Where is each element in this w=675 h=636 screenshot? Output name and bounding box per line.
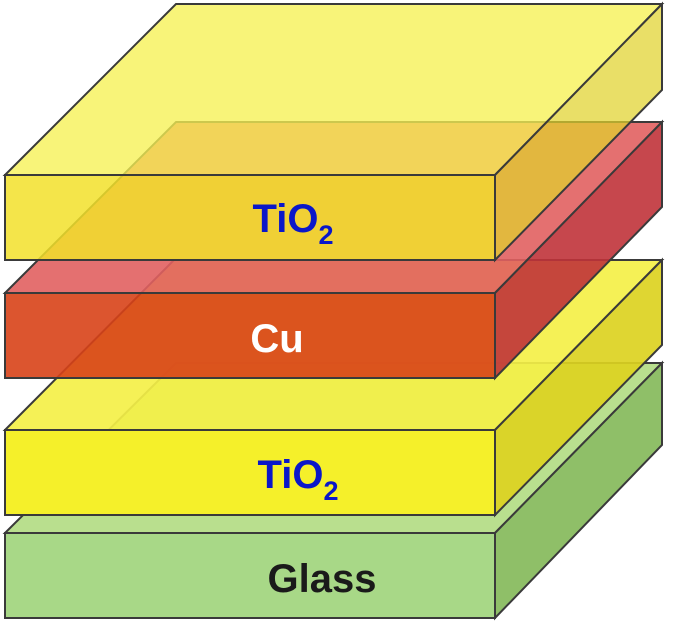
glass-label: Glass	[268, 557, 377, 601]
tio2-bottom-front-face	[4, 429, 496, 516]
layer-tio2-top: TiO2	[2, 1, 665, 263]
glass-front-face	[4, 532, 496, 619]
tio2-top-front-face	[4, 174, 496, 261]
tio2-bottom-label: TiO2	[258, 453, 339, 506]
cu-front-face	[4, 292, 496, 379]
cu-label: Cu	[250, 317, 303, 361]
tio2-top-label: TiO2	[253, 197, 334, 250]
